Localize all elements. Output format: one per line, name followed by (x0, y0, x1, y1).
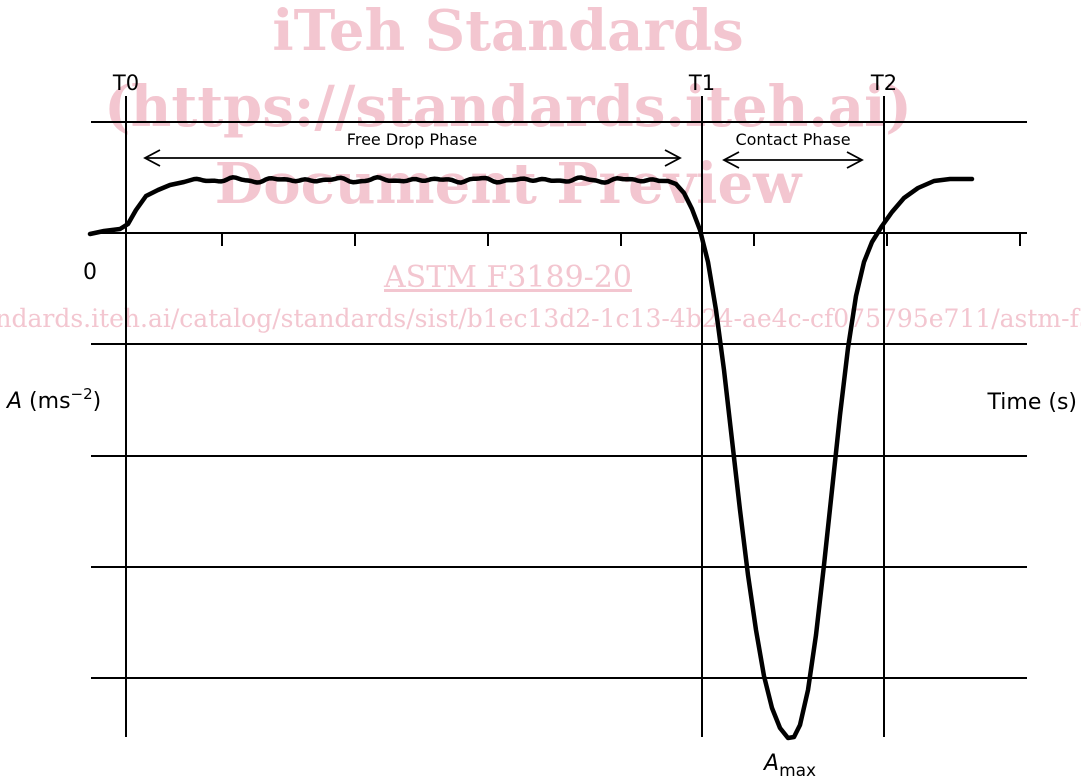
t0-label: T0 (112, 71, 139, 95)
peak-label: Amax (762, 751, 816, 778)
watermark-line-1: iTeh Standards (272, 0, 743, 64)
y-axis-label: A (ms−2) (5, 385, 101, 414)
t1-label: T1 (688, 71, 715, 95)
y-axis-label-exponent: −2 (71, 385, 93, 403)
free-drop-phase-label: Free Drop Phase (347, 130, 477, 149)
time-markers: T0 T1 T2 (112, 71, 897, 737)
arrowhead-left (722, 151, 740, 169)
y-axis-label-variable: A (5, 389, 22, 414)
watermark-line-3: Document Preview (215, 151, 803, 217)
horizontal-gridlines (91, 121, 1027, 679)
peak-label-subscript: max (779, 761, 816, 778)
peak-label-variable: A (762, 751, 779, 776)
watermark-line-2: (https://standards.iteh.ai) (104, 74, 912, 140)
arrowhead-left (143, 149, 161, 167)
watermark: iTeh Standards (https://standards.iteh.a… (0, 0, 1081, 333)
acceleration-curve (87, 175, 975, 741)
y-axis-label-close: ) (93, 389, 102, 414)
watermark-url: https://standards.iteh.ai/catalog/standa… (0, 304, 1081, 333)
t2-label: T2 (870, 71, 897, 95)
watermark-line-4: ASTM F3189-20 (383, 260, 632, 295)
contact-phase-arrow: Contact Phase (722, 130, 864, 169)
time-axis (91, 232, 1027, 246)
free-drop-phase-arrow: Free Drop Phase (143, 130, 682, 167)
arrowhead-right (664, 149, 682, 167)
arrowhead-right (846, 151, 864, 169)
contact-phase-label: Contact Phase (735, 130, 850, 149)
x-axis-label: Time (s) (987, 390, 1077, 415)
origin-label: 0 (83, 260, 97, 285)
y-axis-label-unit: (ms (22, 389, 70, 414)
